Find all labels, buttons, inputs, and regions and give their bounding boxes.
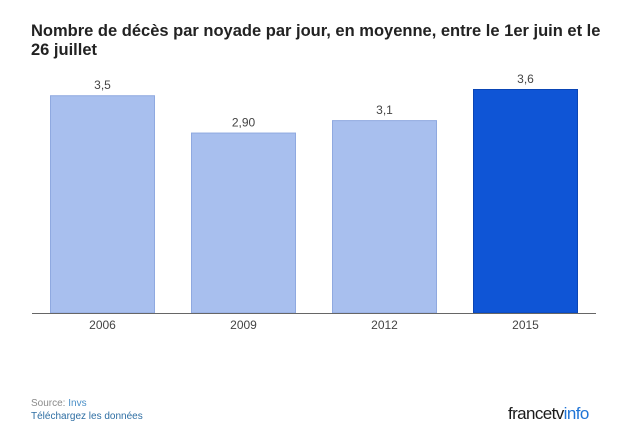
value-label-2015: 3,6: [517, 72, 534, 86]
bar-2015[interactable]: [473, 89, 578, 314]
logo-part-francetv: francetv: [508, 404, 564, 423]
value-label-2009: 2,90: [232, 116, 256, 130]
bar-2009[interactable]: [191, 132, 296, 314]
logo-part-info: info: [563, 404, 590, 423]
bar-2012[interactable]: [332, 120, 437, 314]
chart-title: Nombre de décès par noyade par jour, en …: [31, 22, 601, 59]
value-label-2012: 3,1: [376, 103, 393, 117]
source-link[interactable]: Invs: [68, 398, 87, 409]
bar-2006[interactable]: [50, 95, 155, 314]
x-tick-label-2006: 2006: [89, 318, 116, 332]
chart-footer: Source: Invs Téléchargez les données: [31, 397, 143, 423]
download-data-link[interactable]: Téléchargez les données: [31, 411, 143, 422]
francetvinfo-logo[interactable]: francetvinfo: [508, 404, 589, 424]
x-tick-label-2015: 2015: [512, 318, 539, 332]
x-tick-label-2009: 2009: [230, 318, 257, 332]
value-label-2006: 3,5: [94, 78, 111, 92]
x-tick-label-2012: 2012: [371, 318, 398, 332]
source-label: Source:: [31, 398, 66, 409]
